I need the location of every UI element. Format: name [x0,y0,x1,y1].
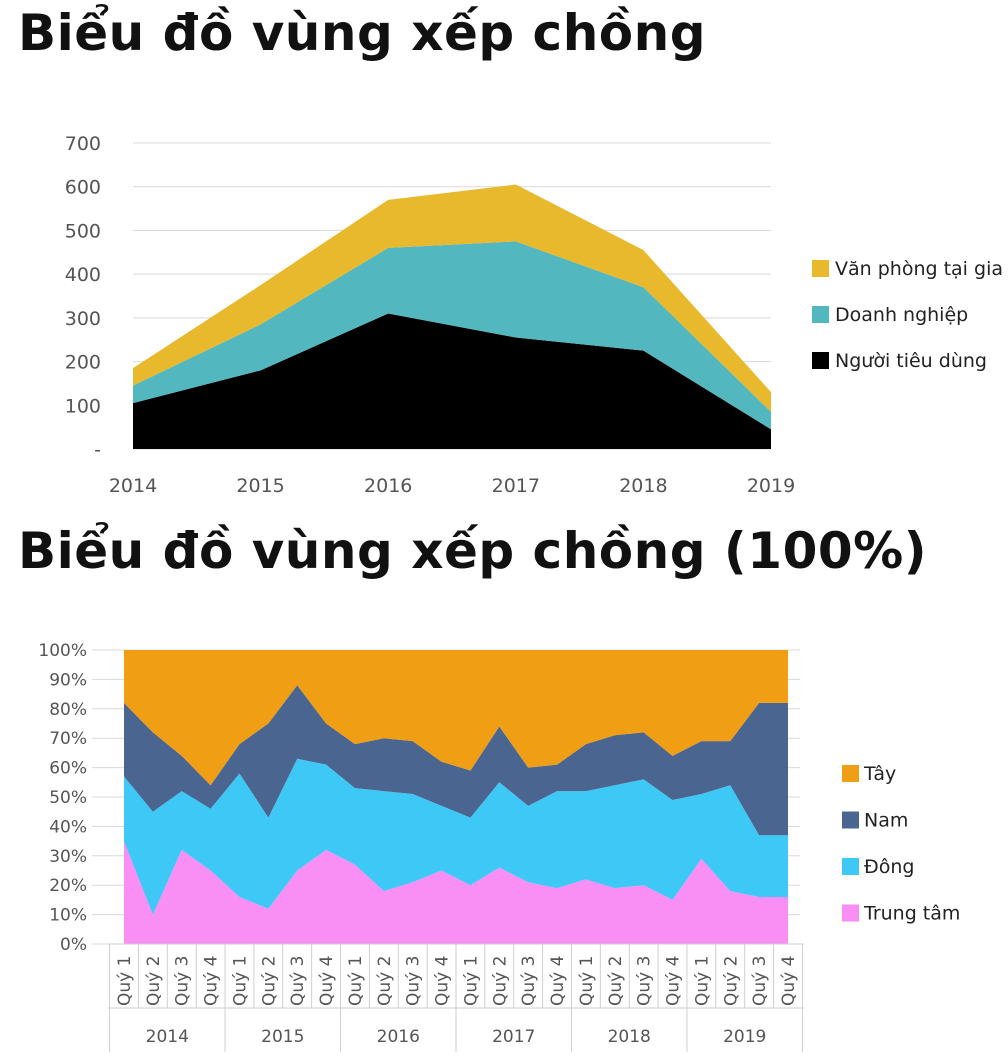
area-series [133,313,771,449]
legend-swatch [812,260,829,277]
x-tick-label: Quý 4 [779,956,799,1006]
x-tick-label: Quý 3 [750,956,770,1006]
x-tick-label: Quý 2 [606,956,626,1006]
x-tick-label: Quý 4 [664,956,684,1006]
x-tick-label: Quý 1 [346,956,366,1006]
area-series [124,650,788,786]
y-tick-label: 100% [38,641,87,661]
y-tick-label: 200 [65,352,101,374]
x-tick-label: Quý 3 [288,956,308,1006]
y-tick-label: 300 [65,308,101,330]
x-group-label: 2018 [608,1027,651,1047]
y-tick-label: 70% [49,729,87,749]
x-tick-label: Quý 1 [692,956,712,1006]
x-group-label: 2017 [492,1027,535,1047]
y-tick-label: 40% [49,817,87,837]
x-tick-label: Quý 1 [577,956,597,1006]
x-tick-label: Quý 3 [173,956,193,1006]
x-tick-label: Quý 2 [721,956,741,1006]
legend-label: Đông [864,856,914,878]
x-tick-label: Quý 1 [115,956,135,1006]
x-group-label: 2016 [377,1027,420,1047]
x-tick-label: 2015 [236,475,284,497]
legend-label: Nam [864,810,908,832]
x-tick-label: Quý 3 [404,956,424,1006]
y-tick-label: 600 [65,177,101,199]
stacked-area-chart: - 100 200 300 400 500 600 700 2014 2015 2016 2017 20… [65,133,1003,497]
y-tick-label: 80% [49,700,87,720]
legend-label: Văn phòng tại gia [835,258,1003,280]
chart-1-title: Biểu đồ vùng xếp chồng [18,4,707,62]
x-tick-label: Quý 4 [548,956,568,1006]
legend-label: Trung tâm [863,903,960,925]
x-tick-label: Quý 4 [202,956,222,1006]
legend-swatch [812,306,829,323]
x-tick-label: Quý 2 [259,956,279,1006]
x-group-label: 2014 [146,1027,189,1047]
y-tick-label: 30% [49,847,87,867]
y-tick-label: 500 [65,220,101,242]
y-tick-label: 700 [65,133,101,155]
area-series [124,758,788,915]
area-series [133,241,771,430]
x-tick-label: Quý 2 [375,956,395,1006]
area-series [124,685,788,836]
x-group-label: 2015 [261,1027,304,1047]
y-tick-label: 10% [49,906,87,926]
y-tick-label: 50% [49,788,87,808]
legend-swatch [842,765,859,782]
x-tick-label: Quý 2 [144,956,164,1006]
legend-swatch [842,811,859,829]
legend-label: Người tiêu dùng [835,350,987,372]
y-tick-label: 100 [65,395,101,417]
legend-label: Tây [863,763,896,785]
x-tick-label: Quý 1 [230,956,250,1006]
legend-label: Doanh nghiệp [835,304,968,326]
legend-swatch [812,352,829,369]
x-tick-label: Quý 4 [433,956,453,1006]
legend-swatch [842,904,859,922]
legend-swatch [842,858,859,875]
x-tick-label: Quý 3 [635,956,655,1006]
stacked-area-100-chart: 0% 10% 20% 30% 40% 50% 60% 70% 80% 90% 100% Quý 1 Qu… [38,641,960,1052]
y-tick-label: 60% [49,759,87,779]
x-tick-label: Quý 2 [490,956,510,1006]
x-tick-label: Quý 4 [317,956,337,1006]
y-tick-label: - [94,439,101,461]
x-tick-label: Quý 1 [461,956,481,1006]
x-tick-label: 2016 [364,475,412,497]
y-tick-label: 0% [60,935,87,955]
x-tick-label: 2018 [619,475,667,497]
area-series [133,184,771,412]
area-series [124,841,788,944]
x-tick-label: 2019 [747,475,795,497]
x-tick-label: Quý 3 [519,956,539,1006]
y-tick-label: 20% [49,876,87,896]
x-tick-label: 2017 [492,475,540,497]
y-tick-label: 400 [65,264,101,286]
x-tick-label: 2014 [109,475,157,497]
y-tick-label: 90% [49,670,87,690]
chart-2-title: Biểu đồ vùng xếp chồng (100%) [18,522,928,580]
x-group-label: 2019 [723,1027,766,1047]
